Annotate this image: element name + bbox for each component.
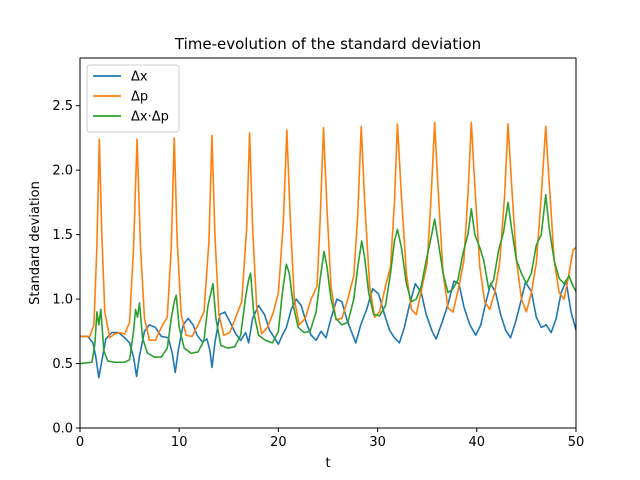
y-tick-label: 0.5 bbox=[52, 357, 73, 372]
legend-label-2: Δx·Δp bbox=[131, 110, 169, 125]
series-line-1 bbox=[80, 121, 576, 342]
y-axis: 0.0 0.5 1.0 1.5 2.0 2.5 bbox=[52, 99, 80, 437]
y-tick-label: 1.0 bbox=[52, 293, 73, 308]
series-line-2 bbox=[80, 193, 576, 365]
y-tick-label: 2.0 bbox=[52, 164, 73, 179]
x-tick-label: 0 bbox=[76, 435, 84, 450]
legend-label-1: Δp bbox=[131, 90, 148, 105]
plot-frame bbox=[79, 57, 577, 429]
x-tick-label: 10 bbox=[171, 435, 188, 450]
x-tick-label: 50 bbox=[568, 435, 585, 450]
x-tick-label: 20 bbox=[270, 435, 287, 450]
y-axis-label: Standard deviation bbox=[28, 181, 43, 305]
legend: Δx Δp Δx·Δp bbox=[86, 64, 180, 133]
series-layer bbox=[80, 121, 576, 379]
x-tick-label: 40 bbox=[469, 435, 486, 450]
y-tick-label: 0.0 bbox=[52, 422, 73, 437]
x-axis: 0 10 20 30 40 50 bbox=[76, 428, 584, 450]
series-line-0 bbox=[80, 280, 576, 379]
y-tick-label: 2.5 bbox=[52, 99, 73, 114]
x-tick-label: 30 bbox=[369, 435, 386, 450]
chart-title: Time-evolution of the standard deviation bbox=[174, 35, 481, 53]
x-axis-label: t bbox=[325, 456, 330, 471]
plot-area bbox=[79, 57, 577, 429]
y-tick-label: 1.5 bbox=[52, 228, 73, 243]
legend-label-0: Δx bbox=[131, 70, 148, 85]
